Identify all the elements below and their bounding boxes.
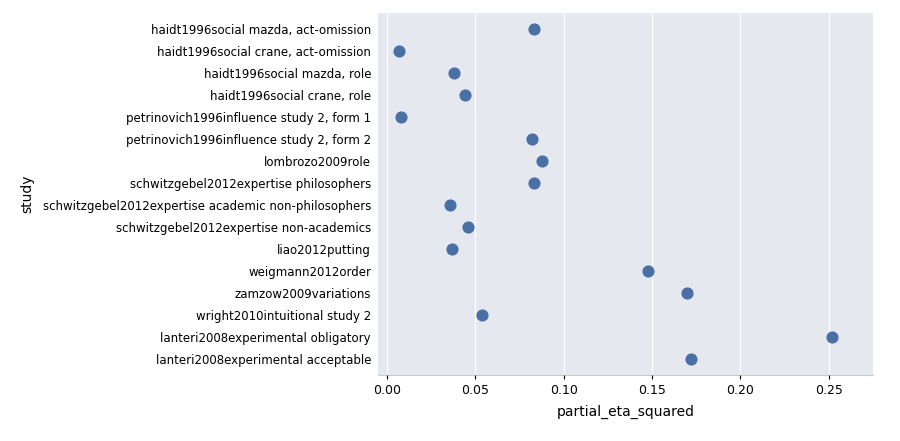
Point: [684, 356, 698, 363]
Point: [461, 224, 475, 231]
Point: [475, 312, 490, 319]
Point: [526, 25, 541, 32]
Point: [680, 290, 695, 297]
Point: [525, 135, 539, 142]
Point: [642, 268, 656, 275]
Point: [825, 334, 840, 341]
Point: [457, 91, 472, 98]
X-axis label: partial_eta_squared: partial_eta_squared: [556, 405, 695, 419]
Point: [536, 157, 550, 164]
Point: [394, 113, 409, 120]
Point: [526, 179, 541, 187]
Point: [445, 246, 459, 253]
Point: [446, 69, 461, 76]
Point: [444, 202, 458, 209]
Y-axis label: study: study: [21, 175, 34, 213]
Point: [392, 47, 407, 54]
